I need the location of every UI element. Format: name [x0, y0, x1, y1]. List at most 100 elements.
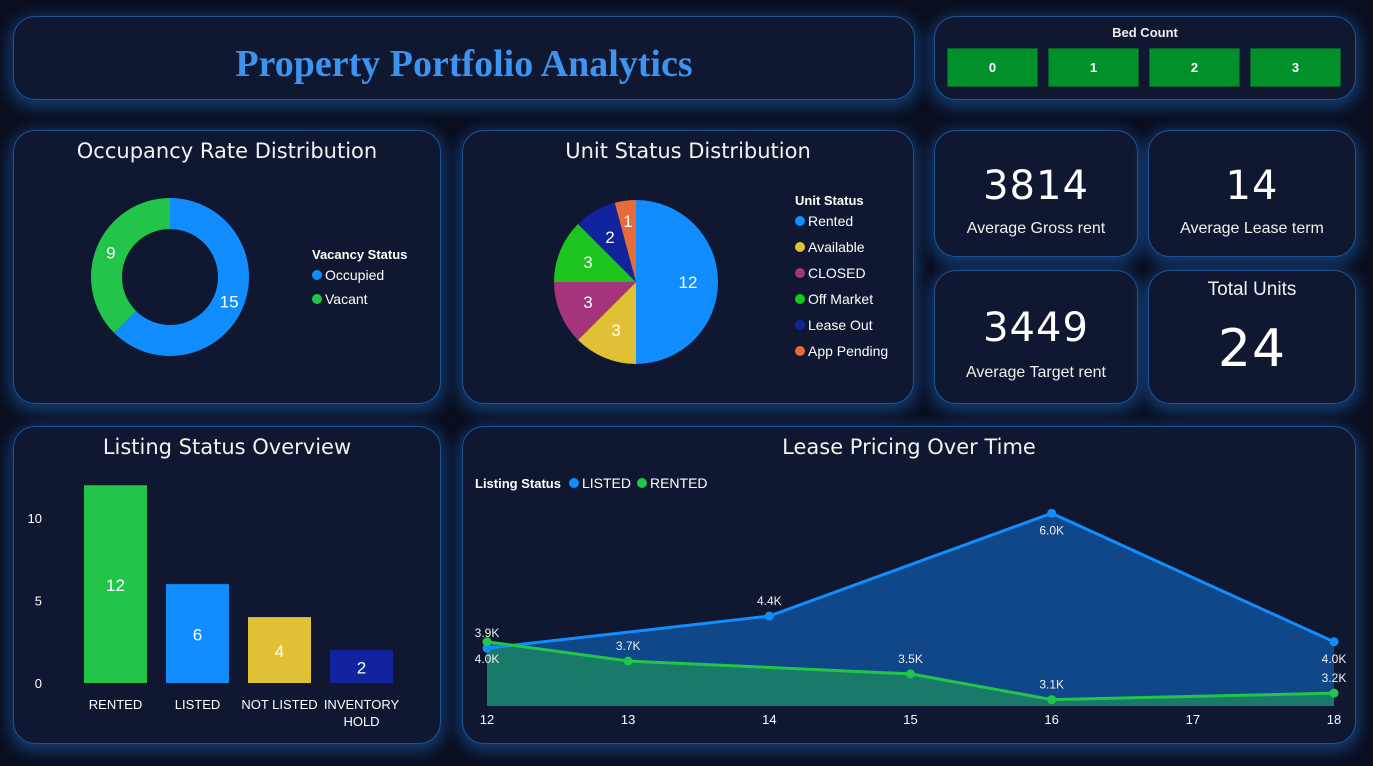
kpi-total-units: Total Units 24 [1148, 270, 1356, 404]
x-tick-label: 12 [480, 712, 494, 727]
unit-status-legend-item-lease-out[interactable]: Lease Out [795, 317, 888, 333]
kpi-value: 3449 [983, 305, 1089, 351]
lease-pricing-area-chart: 3.9K 4.4K 6.0K 4.0K 4.0K 3.7K 3.5K 3.1K 3.2K 12 13… [475, 508, 1347, 727]
x-tick-label: 14 [762, 712, 776, 727]
y-tick-label: 10 [28, 511, 42, 526]
occupancy-data-label: 9 [106, 244, 115, 263]
legend-dot-icon [636, 478, 647, 488]
legend-label: Occupied [325, 267, 385, 283]
occupancy-legend-item-occupied[interactable]: Occupied [312, 267, 407, 283]
x-tick-label: NOT LISTED [241, 697, 317, 712]
kpi-label: Average Lease term [1180, 220, 1324, 237]
unit-status-slice-off-market[interactable] [554, 224, 636, 282]
page-title: Property Portfolio Analytics [235, 43, 693, 85]
unit-status-slice-closed[interactable] [554, 282, 636, 340]
legend-dot-icon [795, 346, 805, 356]
point-listed[interactable] [764, 611, 774, 621]
lease-pricing-chart-title: Lease Pricing Over Time [782, 435, 1036, 459]
bar-listed[interactable] [166, 584, 229, 683]
unit-status-legend: Unit Status Rented Available CLOSED Off Mar… [795, 193, 888, 359]
unit-status-legend-item-closed[interactable]: CLOSED [795, 265, 888, 281]
unit-status-legend-item-rented[interactable]: Rented [795, 213, 888, 229]
occupancy-legend-title: Vacancy Status [312, 247, 408, 262]
occupancy-donut-chart: 15 9 [91, 198, 250, 356]
bed-count-option-1[interactable]: 1 [1048, 48, 1139, 87]
kpi-label: Average Target rent [966, 364, 1106, 381]
lease-pricing-legend: Listing Status LISTED RENTED [475, 475, 708, 491]
unit-status-data-label: 3 [583, 293, 592, 312]
occupancy-data-label: 15 [220, 292, 239, 311]
point-data-label: 4.0K [475, 652, 500, 666]
occupancy-slice-vacant[interactable] [91, 198, 170, 333]
point-rented[interactable] [623, 656, 633, 666]
kpi-average-target-rent: 3449 Average Target rent [934, 270, 1138, 404]
point-listed[interactable] [1047, 508, 1057, 518]
bar-rented[interactable] [84, 485, 147, 683]
occupancy-slice-occupied[interactable] [114, 198, 250, 356]
legend-dot-icon [795, 268, 805, 278]
bed-count-option-0[interactable]: 0 [947, 48, 1038, 87]
x-tick-label: 13 [621, 712, 635, 727]
x-tick-label: RENTED [89, 697, 142, 712]
x-tick-label: LISTED [175, 697, 221, 712]
point-data-label: 3.1K [1039, 678, 1064, 692]
kpi-value: 24 [1217, 319, 1287, 379]
lease-legend-item-rented[interactable]: RENTED [636, 475, 708, 491]
point-data-label: 4.0K [1322, 652, 1347, 666]
listing-status-card: Listing Status Overview 0 5 10 12 RENTED 6 LIS… [13, 426, 441, 744]
unit-status-legend-item-available[interactable]: Available [795, 239, 888, 255]
bar-data-label: 12 [106, 576, 125, 595]
unit-status-card: Unit Status Distribution 12 3 3 3 2 1 Unit St… [462, 130, 914, 404]
x-tick-label: 18 [1327, 712, 1341, 727]
unit-status-slice-available[interactable] [578, 282, 636, 364]
unit-status-slice-lease-out[interactable] [578, 202, 636, 282]
legend-dot-icon [795, 320, 805, 330]
bar-inventory-hold[interactable] [330, 650, 393, 683]
point-rented[interactable] [1047, 695, 1057, 705]
legend-label: Available [808, 239, 865, 255]
occupancy-legend: Vacancy Status Occupied Vacant [312, 247, 407, 307]
lease-pricing-card: Lease Pricing Over Time Listing Status L… [462, 426, 1356, 744]
unit-status-slice-app-pending[interactable] [614, 200, 636, 282]
kpi-value: 14 [1225, 163, 1279, 209]
point-rented[interactable] [906, 669, 915, 679]
kpi-average-gross-rent: 3814 Average Gross rent [934, 130, 1138, 257]
bar-not-listed[interactable] [248, 617, 311, 683]
legend-dot-icon [568, 478, 579, 488]
point-rented[interactable] [482, 637, 492, 647]
legend-label: RENTED [649, 475, 708, 491]
point-data-label: 3.5K [898, 652, 923, 666]
unit-status-slice-rented[interactable] [636, 200, 718, 364]
legend-label: CLOSED [808, 265, 866, 281]
kpi-label: Total Units [1207, 279, 1297, 300]
x-tick-label: 17 [1186, 712, 1200, 727]
area-listed [487, 513, 1334, 706]
unit-status-legend-item-off-market[interactable]: Off Market [795, 291, 888, 307]
point-rented[interactable] [1329, 688, 1339, 698]
y-tick-label: 0 [35, 676, 42, 691]
x-tick-label: HOLD [343, 714, 379, 729]
legend-label: Vacant [325, 291, 368, 307]
legend-label: Off Market [808, 291, 874, 307]
unit-status-legend-title: Unit Status [795, 193, 864, 208]
lease-legend-item-listed[interactable]: LISTED [568, 475, 631, 491]
bed-count-option-3[interactable]: 3 [1250, 48, 1341, 87]
unit-status-legend-item-app-pending[interactable]: App Pending [795, 343, 888, 359]
legend-dot-icon [312, 270, 322, 280]
bar-data-label: 4 [275, 642, 284, 661]
point-data-label: 3.2K [1322, 671, 1347, 685]
legend-label: App Pending [808, 343, 889, 359]
occupancy-rate-card: Occupancy Rate Distribution 15 9 Vacancy … [13, 130, 441, 404]
header-card: Property Portfolio Analytics [13, 16, 915, 100]
bed-count-option-2[interactable]: 2 [1149, 48, 1240, 87]
point-listed[interactable] [1329, 637, 1339, 647]
point-listed[interactable] [482, 643, 492, 653]
occupancy-legend-item-vacant[interactable]: Vacant [312, 291, 407, 307]
kpi-value: 3814 [983, 163, 1089, 209]
bed-count-label: Bed Count [1112, 25, 1178, 40]
legend-dot-icon [795, 242, 805, 252]
y-tick-label: 5 [35, 594, 42, 609]
bar-data-label: 6 [193, 626, 202, 645]
bed-count-slicer: Bed Count 0 1 2 3 [934, 16, 1356, 100]
